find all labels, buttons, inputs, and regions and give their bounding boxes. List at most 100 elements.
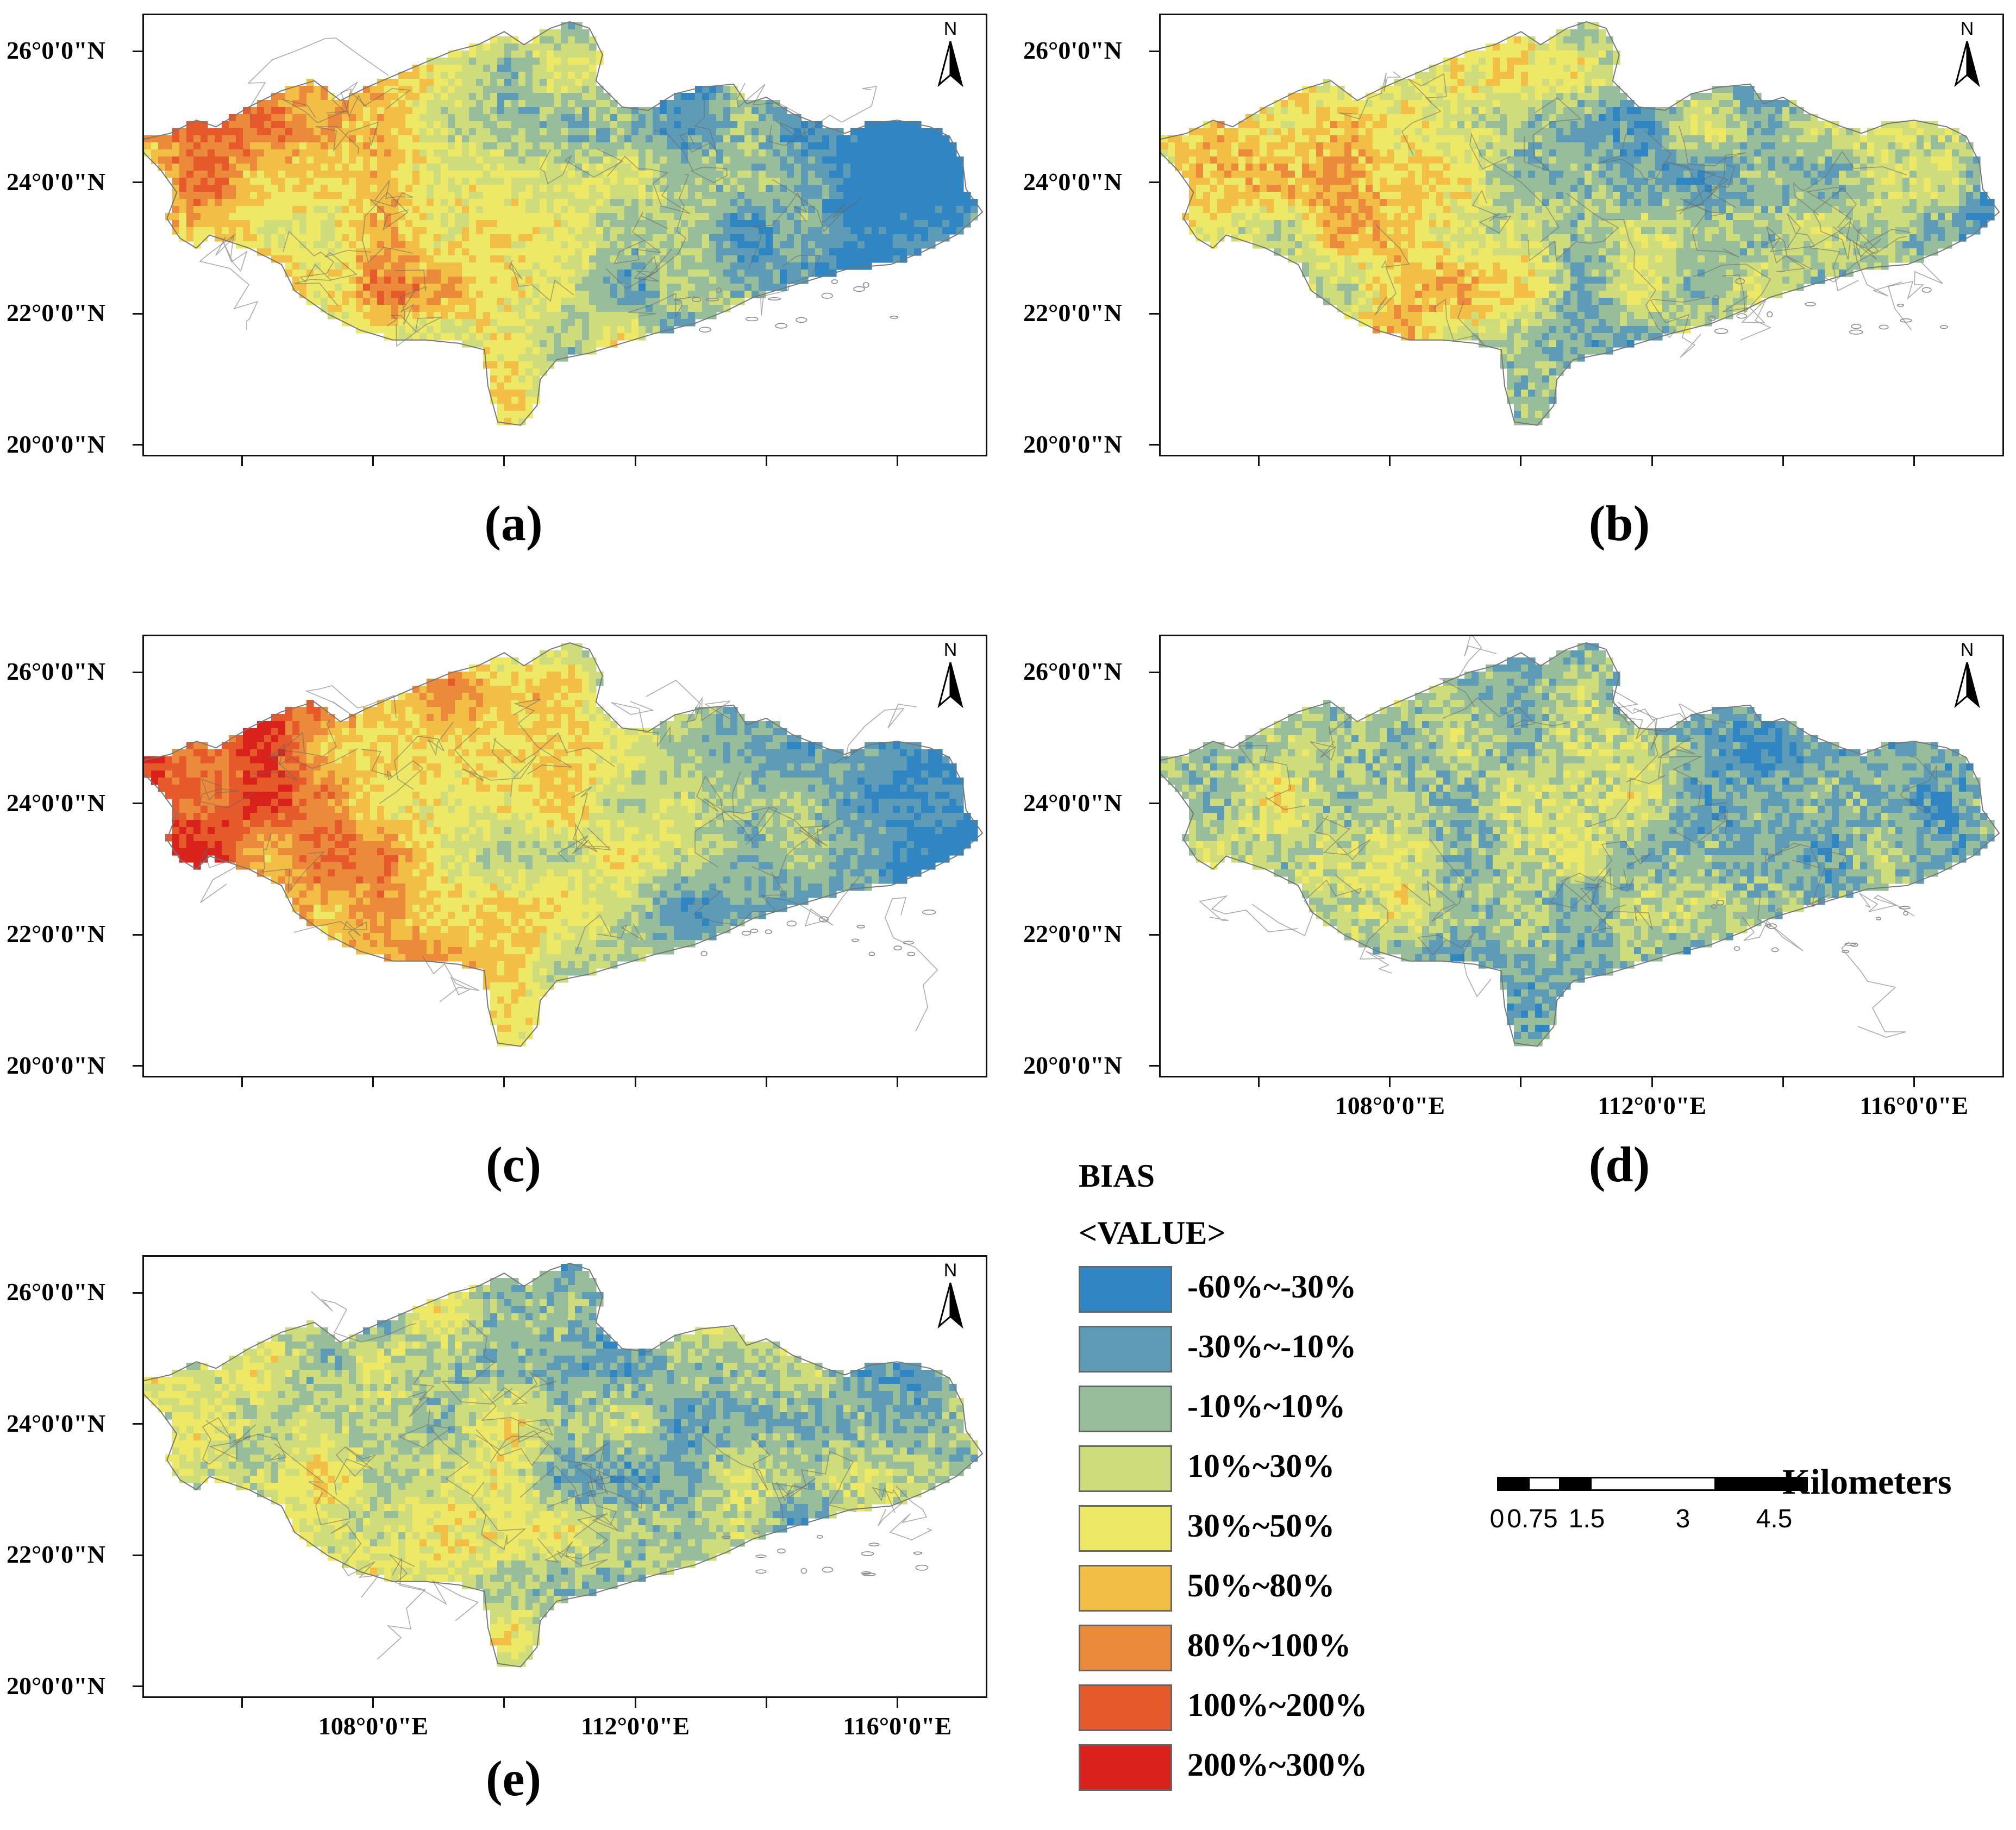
raster-cell — [561, 114, 568, 122]
raster-cell — [829, 192, 837, 199]
raster-cell — [483, 319, 491, 327]
raster-cell — [335, 149, 342, 157]
raster-cell — [568, 298, 575, 305]
raster-cell — [624, 192, 632, 199]
raster-cell — [822, 192, 830, 199]
raster-cell — [1662, 121, 1670, 129]
raster-cell — [1288, 107, 1295, 115]
raster-cell — [1415, 164, 1423, 171]
raster-cell — [872, 185, 879, 192]
raster-cell — [914, 248, 922, 256]
raster-cell — [829, 185, 837, 192]
raster-cell — [186, 192, 194, 199]
raster-cell — [1789, 149, 1797, 157]
raster-cell — [497, 227, 505, 235]
raster-cell — [886, 185, 893, 192]
admin-boundary — [606, 155, 691, 214]
raster-cell — [1648, 171, 1656, 178]
raster-cell — [1514, 58, 1522, 65]
raster-cell — [1662, 149, 1670, 157]
raster-cell — [1323, 86, 1331, 93]
raster-cell — [617, 185, 625, 192]
raster-cell — [1429, 107, 1437, 115]
raster-cell — [1486, 58, 1493, 65]
raster-cell — [299, 192, 307, 199]
raster-cell — [1281, 156, 1288, 164]
raster-cell — [469, 262, 477, 270]
raster-cell — [752, 171, 759, 178]
raster-cell — [603, 107, 611, 115]
raster-cell — [1705, 93, 1712, 101]
raster-cell — [208, 149, 215, 157]
raster-cell — [292, 149, 300, 157]
raster-cell — [525, 319, 533, 327]
raster-cell — [921, 241, 929, 249]
raster-cell — [730, 291, 738, 298]
raster-cell — [1613, 86, 1620, 93]
raster-cell — [342, 255, 349, 263]
raster-cell — [533, 291, 540, 298]
raster-cell — [914, 164, 922, 171]
raster-cell — [829, 178, 837, 185]
raster-cell — [596, 135, 604, 143]
raster-cell — [193, 128, 201, 136]
raster-cell — [695, 248, 703, 256]
raster-cell — [631, 312, 639, 319]
raster-cell — [631, 171, 639, 178]
raster-cell — [476, 319, 484, 327]
raster-cell — [518, 255, 526, 263]
raster-cell — [716, 100, 724, 108]
raster-cell — [1782, 156, 1790, 164]
raster-cell — [1909, 121, 1917, 129]
raster-cell — [518, 107, 526, 115]
raster-cell — [377, 156, 385, 164]
raster-cell — [497, 390, 505, 397]
raster-cell — [1464, 149, 1472, 157]
raster-cell — [363, 255, 371, 263]
raster-cell — [610, 171, 618, 178]
raster-cell — [1606, 149, 1613, 157]
raster-cell — [737, 199, 745, 206]
raster-cell — [582, 199, 590, 206]
raster-cell — [1825, 164, 1832, 171]
raster-cell — [702, 135, 710, 143]
raster-cell — [744, 227, 752, 235]
raster-cell — [1358, 156, 1366, 164]
raster-cell — [285, 121, 293, 129]
raster-cell — [398, 199, 406, 206]
raster-cell — [201, 199, 208, 206]
raster-cell — [511, 107, 519, 115]
raster-cell — [278, 93, 286, 101]
raster-cell — [1189, 178, 1197, 185]
raster-cell — [533, 79, 540, 86]
raster-cell — [1443, 135, 1451, 143]
raster-cell — [1874, 128, 1882, 136]
raster-cell — [518, 121, 526, 129]
raster-cell — [907, 149, 915, 157]
raster-cell — [1450, 65, 1458, 72]
raster-cell — [1938, 171, 1945, 178]
raster-cell — [1754, 135, 1762, 143]
raster-cell — [1401, 142, 1408, 150]
raster-cell — [363, 312, 371, 319]
raster-cell — [1789, 164, 1797, 171]
raster-cell — [575, 255, 583, 263]
raster-cell — [462, 255, 469, 263]
raster-cell — [469, 213, 477, 221]
raster-cell — [335, 199, 342, 206]
raster-cell — [971, 213, 978, 221]
raster-cell — [716, 121, 724, 129]
raster-cell — [1535, 142, 1543, 150]
raster-cell — [610, 121, 618, 129]
raster-cell — [610, 220, 618, 228]
island-outline — [716, 287, 722, 293]
raster-cell — [1521, 128, 1529, 136]
raster-cell — [787, 255, 794, 263]
raster-cell — [215, 128, 222, 136]
raster-cell — [490, 368, 498, 376]
raster-cell — [723, 100, 731, 108]
raster-cell — [1408, 135, 1416, 143]
raster-cell — [1288, 114, 1295, 122]
raster-cell — [384, 270, 392, 277]
raster-cell — [377, 178, 385, 185]
